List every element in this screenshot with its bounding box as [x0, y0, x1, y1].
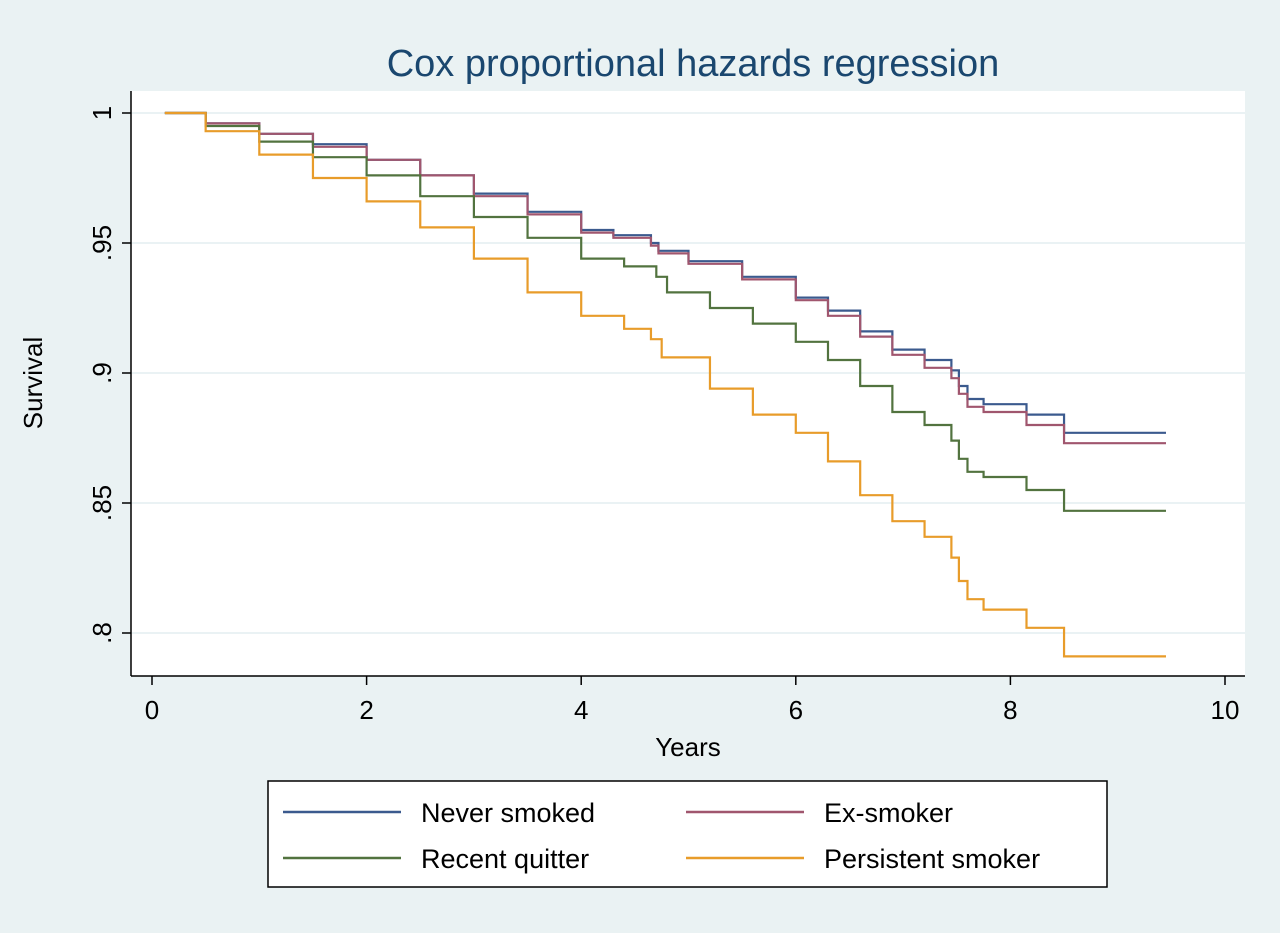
legend-label-recent-quitter: Recent quitter — [421, 844, 589, 874]
plot-area — [131, 91, 1245, 676]
x-tick-label: 0 — [145, 695, 159, 725]
legend: Never smoked Ex-smoker Recent quitter Persi… — [267, 780, 1108, 888]
legend-label-ex-smoker: Ex-smoker — [824, 798, 953, 828]
y-tick-label: .8 — [87, 622, 117, 644]
legend-items: Never smoked Ex-smoker Recent quitter Persi… — [283, 798, 1040, 874]
x-axis-label: Years — [655, 732, 721, 762]
y-tick-label: .9 — [87, 362, 117, 384]
grid-lines — [131, 112, 1245, 634]
series-line-persistent-smoker — [164, 111, 1166, 658]
x-tick-label: 2 — [359, 695, 373, 725]
chart-title: Cox proportional hazards regression — [387, 43, 1000, 85]
series-lines — [164, 111, 1166, 658]
series-line-ex-smoker — [164, 111, 1166, 445]
legend-box — [267, 780, 1108, 888]
legend-label-never-smoked: Never smoked — [421, 798, 595, 828]
y-tick-label: .95 — [87, 225, 117, 261]
x-tick-label: 4 — [574, 695, 588, 725]
y-tick-label: .85 — [87, 485, 117, 521]
legend-label-persistent-smoker: Persistent smoker — [824, 844, 1040, 874]
x-tick-label: 8 — [1003, 695, 1017, 725]
x-tick-label: 10 — [1211, 695, 1240, 725]
x-tick-label: 6 — [789, 695, 803, 725]
y-axis-label: Survival — [18, 337, 48, 429]
series-line-recent-quitter — [164, 111, 1166, 512]
y-tick-label: 1 — [87, 106, 117, 120]
